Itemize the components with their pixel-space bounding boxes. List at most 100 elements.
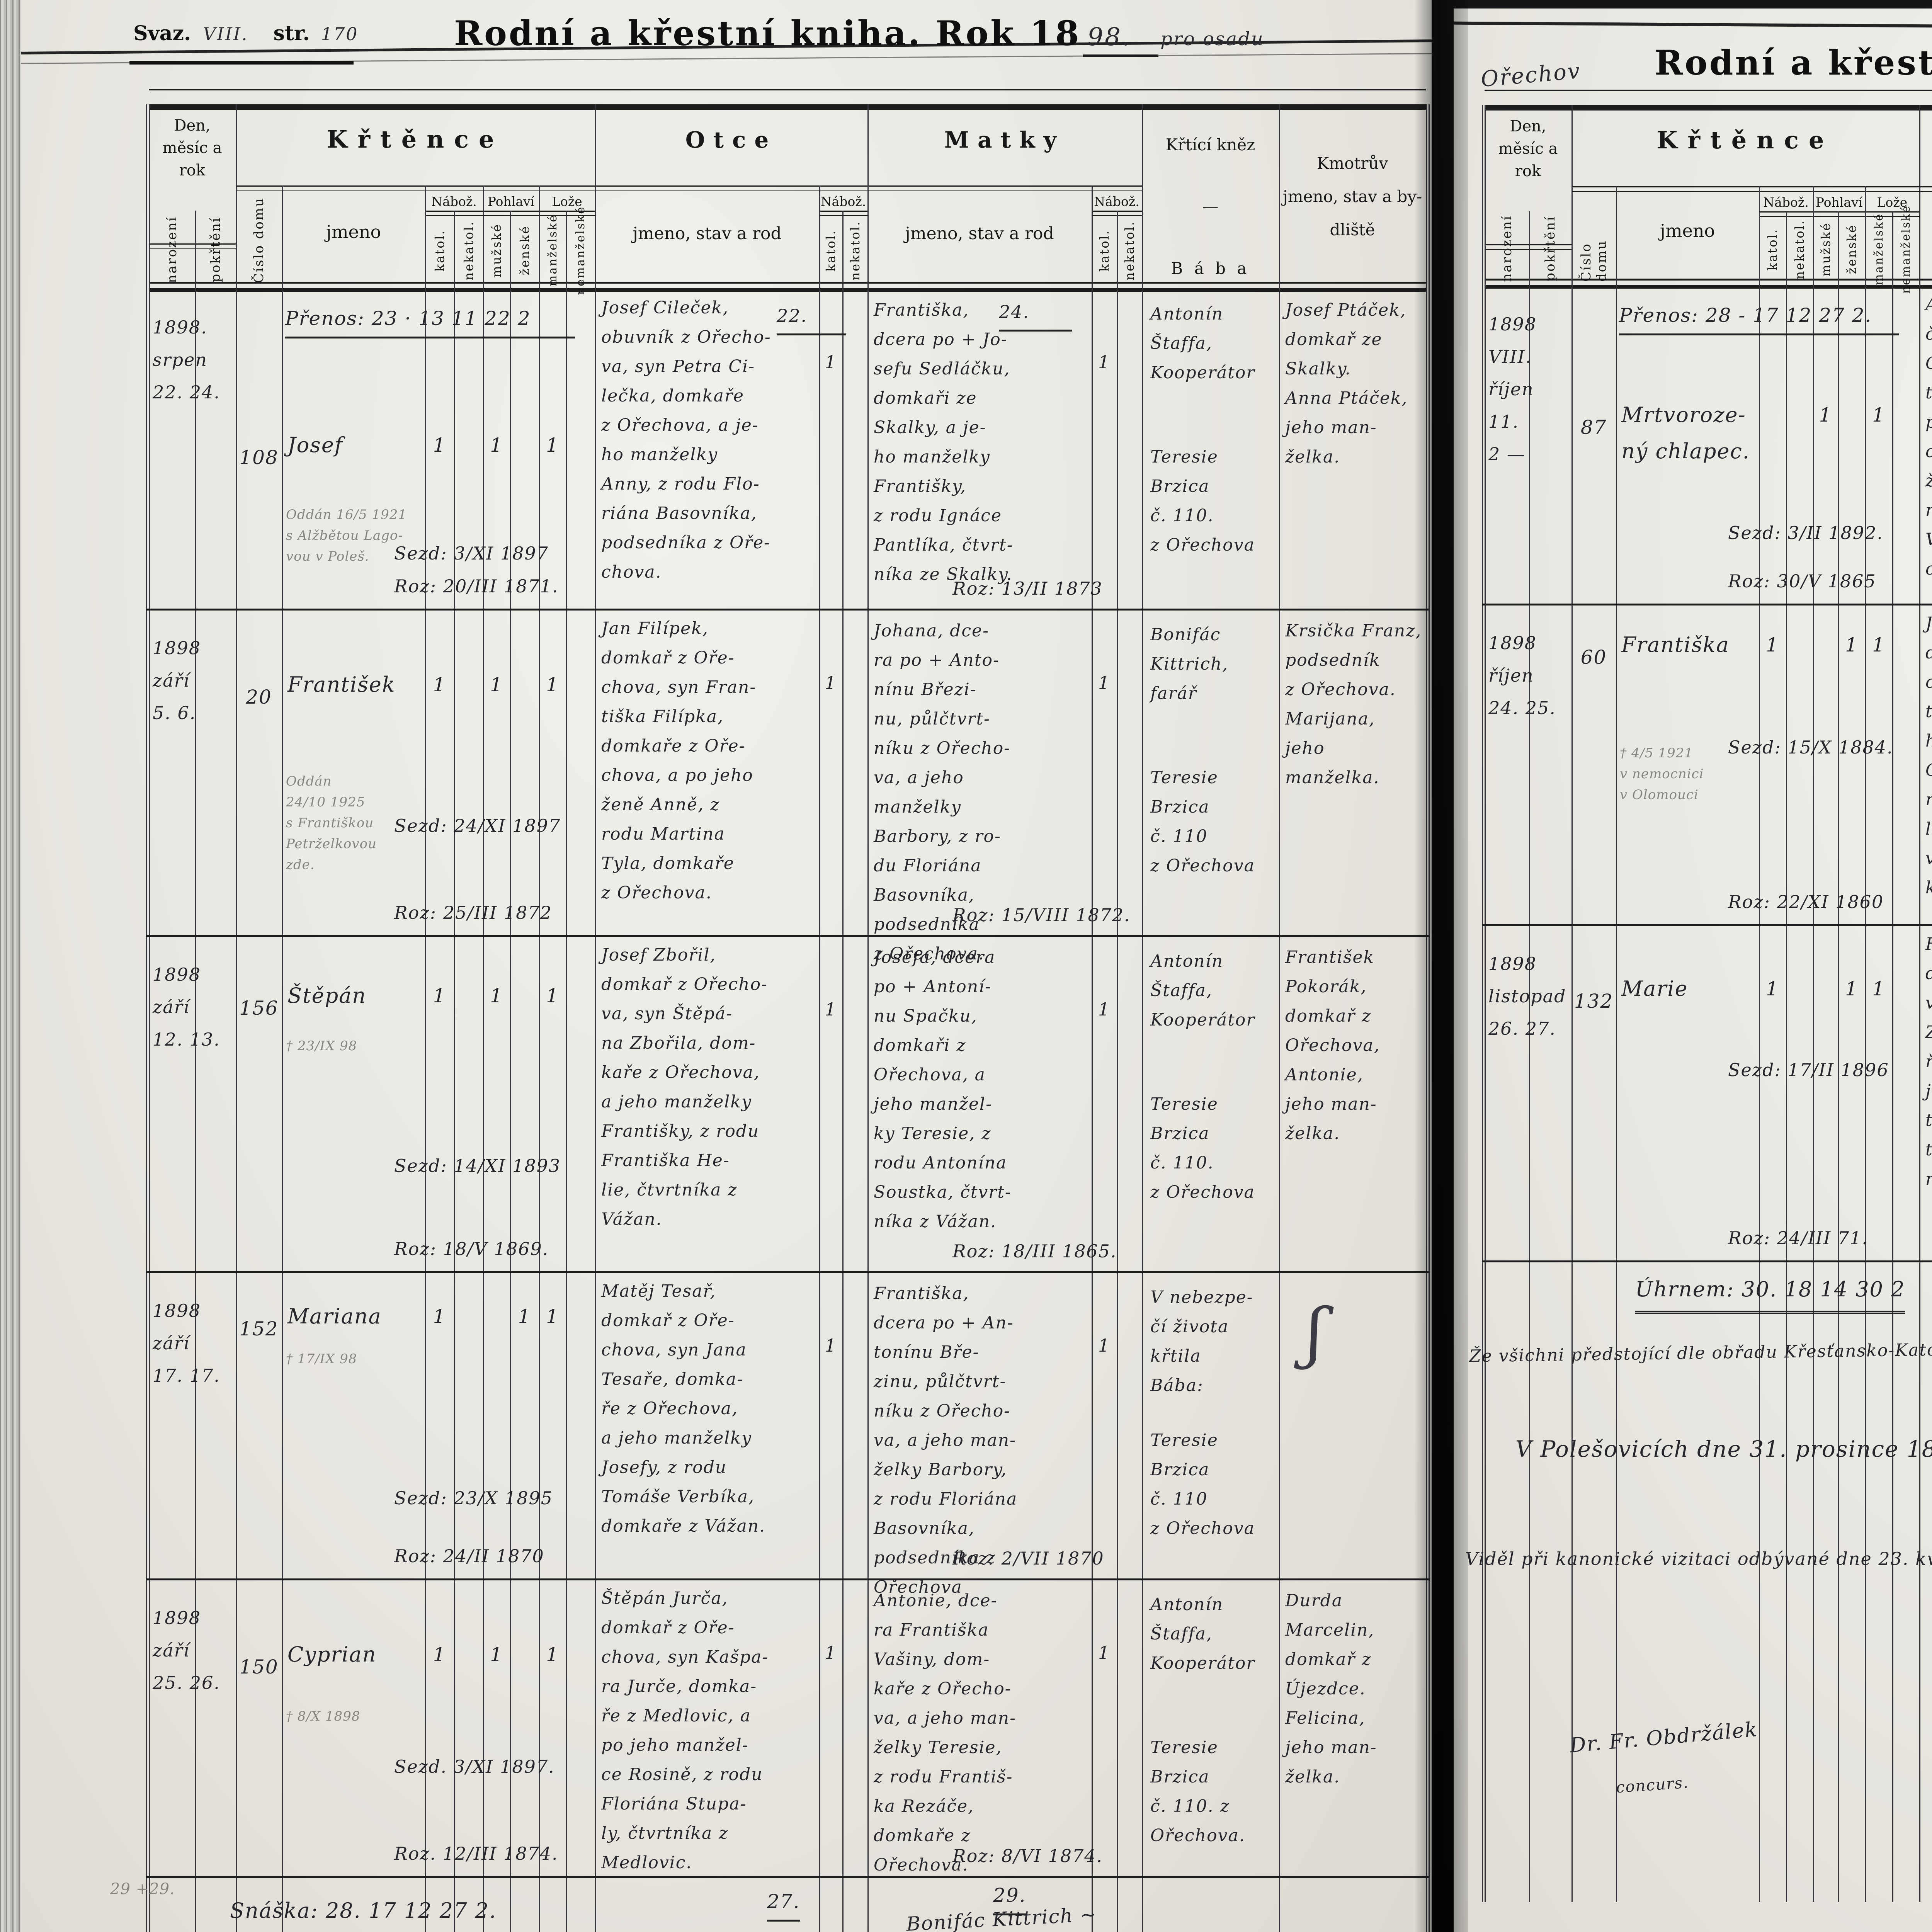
entry-L4-father-born-date: Roz: 24/II 1870: [394, 1546, 544, 1566]
header-muzske: mužské: [483, 216, 510, 285]
header-kmotruv: Kmotrův jmeno, stav a by- dliště: [1282, 154, 1422, 239]
left-page: Svaz. VIII. str. 170 Rodní a křestní kni…: [21, 0, 1432, 1932]
entry-R2-baptized-name: Františka: [1621, 633, 1730, 657]
entry-L1-mother-born-date: Roz: 13/II 1873: [952, 578, 1103, 599]
entry-L4-baptizing-priest: V nebezpe- čí života křtila Bába:: [1150, 1287, 1253, 1395]
header-otce-naboz: Nábož.: [820, 194, 866, 209]
entry-L1-father-description: Josef Cileček, obuvník z Ořecho- va, syn…: [601, 298, 771, 582]
column-line: [1838, 211, 1839, 1902]
header-narozeni-label: narození: [1499, 215, 1515, 282]
banner-bottom-rule: [1571, 186, 1932, 187]
row-separator: [146, 935, 1429, 937]
entry-R2-marginal-note: † 4/5 1921 v nemocnici v Olomouci: [1620, 745, 1704, 803]
title-suffix-handwritten: pro osadu: [1160, 28, 1264, 50]
column-line: [867, 104, 869, 1932]
title-year-handwritten: 98.: [1083, 23, 1159, 57]
entry-L1-midwife: Teresie Brzica č. 110. z Ořechova: [1150, 447, 1255, 555]
entry-L4-house-number: 152: [239, 1318, 279, 1340]
entry-L4-marginal-note: † 17/IX 98: [286, 1351, 357, 1367]
header-krtence: Křtěnce: [1656, 126, 1834, 154]
header-nekatol: nekatol.: [454, 216, 483, 285]
entry-L3-muz-mark: 1: [490, 985, 503, 1007]
column-line: [1529, 211, 1530, 1902]
entry-R1-baptized-name: Mrtvoroze- ný chlapec.: [1621, 403, 1750, 463]
entry-R1-parents-married-date: Sezd: 3/II 1892.: [1728, 522, 1883, 543]
header-otce-nekatol: nekatol.: [842, 216, 867, 285]
entry-R1-father-description: Antonín Hlavá- ček, podsedník z Ořechova…: [1925, 290, 1932, 584]
entry-L2-kat-mark: 1: [433, 673, 446, 696]
header-pohlavi: Pohlaví: [487, 194, 535, 209]
entry-R2-date: 1898 říjen 24. 25.: [1488, 633, 1556, 718]
header-nekatol: nekatol.: [1786, 217, 1813, 282]
header-pokrteni-label: pokřtění: [1543, 216, 1558, 281]
header-manzelske-label: manželské: [1872, 213, 1886, 286]
entry-L5-mother-katol-mark: 1: [1098, 1642, 1111, 1663]
header-otce: Otce: [1919, 128, 1932, 154]
page-title: Rodní a křestní kniha. Rok 18 98. pro os…: [454, 13, 1264, 57]
entry-L2-mother-katol-mark: 1: [1098, 672, 1111, 693]
header-krtici-knez: Křtící kněz: [1165, 135, 1255, 154]
header-matky-jmeno-stav: jmeno, stav a rod: [905, 223, 1054, 243]
entry-L1-mother-description: Františka, dcera po + Jo- sefu Sedláčku,…: [874, 300, 1014, 584]
entry-L2-marginal-note: Oddán 24/10 1925 s Františkou Petrželkov…: [286, 774, 377, 872]
header-bottom-rule: [149, 282, 1426, 284]
entry-L2-date: 1898 září 5. 6.: [153, 638, 201, 723]
header-manzelske: manželské: [1865, 213, 1892, 285]
dmr-bottom-rule: [149, 243, 236, 245]
entry-R1-date: 1898 VIII. říjen 11. 2 —: [1488, 314, 1537, 464]
entry-L2-parents-married-date: Sezd: 24/XI 1897: [394, 815, 561, 836]
entry-L3-kat-mark: 1: [433, 985, 446, 1007]
certification-place-date: V Polešovicích dne 31. prosince 1898.: [1515, 1436, 1932, 1462]
header-cislo-domu-label: Číslo domu: [251, 197, 267, 283]
entry-R1-prenos-carryover: Přenos: 28 - 17 12 27 2.: [1619, 299, 1899, 335]
entry-L3-parents-married-date: Sezd: 14/XI 1893: [394, 1155, 561, 1176]
entry-L2-mother-description: Johana, dce- ra po + Anto- nínu Březi- n…: [874, 621, 1011, 964]
column-line: [539, 185, 540, 1932]
row-separator: [1482, 924, 1932, 926]
entry-L5-muz-mark: 1: [490, 1643, 503, 1666]
header-pokrteni: pokřtění: [195, 214, 236, 285]
entry-L4-father-katol-mark: 1: [825, 1335, 837, 1356]
entry-R3-zen-mark: 1: [1845, 978, 1858, 1000]
row-separator: [146, 1271, 1429, 1273]
entry-L5-house-number: 150: [239, 1656, 279, 1678]
entry-R3-baptized-name: Marie: [1621, 976, 1688, 1001]
entry-L4-flourish-mark: ʃ: [1306, 1294, 1324, 1371]
entry-L1-baptized-name: Josef: [287, 433, 343, 457]
entry-R2-father-description: Jan Křetinský, domkař z Oře- chova, syn …: [1925, 614, 1932, 898]
header-matky-katol: katol.: [1092, 216, 1117, 285]
entry-L4-mother-description: Františka, dcera po + An- tonínu Bře- zi…: [874, 1284, 1018, 1597]
header-matky: Matky: [944, 127, 1065, 153]
header-pokrteni: pokřtění: [1529, 215, 1571, 282]
column-line: [1571, 105, 1573, 1902]
entry-R3-date: 1898 listopad 26. 27.: [1488, 953, 1566, 1039]
entry-L5-marginal-note: † 8/X 1898: [286, 1709, 361, 1724]
entry-R1-muz-mark: 1: [1819, 404, 1832, 426]
entry-L5-baptized-name: Cyprian: [287, 1642, 377, 1667]
entry-L3-mother-description: Josefa, dcera po + Antoní- nu Spačku, do…: [874, 947, 1012, 1231]
header-manzelske-label: manželské: [546, 214, 560, 287]
entry-L5-manz-mark: 1: [546, 1643, 559, 1666]
entry-L1-godparent: Josef Ptáček, domkař ze Skalky. Anna Ptá…: [1285, 300, 1408, 467]
entry-L5-father-katol-mark: 1: [825, 1642, 837, 1663]
entry-L5-mother-description: Antonie, dce- ra Františka Vašiny, dom- …: [874, 1591, 1016, 1875]
body-bottom-rule: [146, 1876, 1429, 1878]
column-line: [1092, 185, 1093, 1932]
header-naboz: Nábož.: [1763, 195, 1809, 210]
column-line: [1865, 186, 1866, 1902]
page-stack-left-edge: [0, 0, 22, 1932]
entry-R3-father-born-date: Roz: 24/III 71.: [1728, 1228, 1869, 1248]
column-line: [1279, 104, 1280, 1932]
header-zenske-label: ženské: [517, 225, 532, 276]
header-nemanzelske: nemanželské: [566, 206, 595, 295]
entry-R1-house-number: 87: [1580, 416, 1607, 439]
svaz-value: VIII.: [203, 24, 248, 44]
header-pokrteni-label: pokřtění: [207, 217, 223, 282]
row-separator: [146, 1578, 1429, 1580]
outer-column-line: [146, 104, 147, 1932]
snaska-total: Snáška: 28. 17 12 27 2.: [230, 1893, 497, 1932]
header-otce-katol: katol.: [819, 216, 842, 285]
entry-L1-marginal-note: Oddán 16/5 1921 s Alžbětou Lago- vou v P…: [286, 507, 407, 564]
entry-L1-father-born-date: Roz: 20/III 1871.: [394, 576, 559, 597]
